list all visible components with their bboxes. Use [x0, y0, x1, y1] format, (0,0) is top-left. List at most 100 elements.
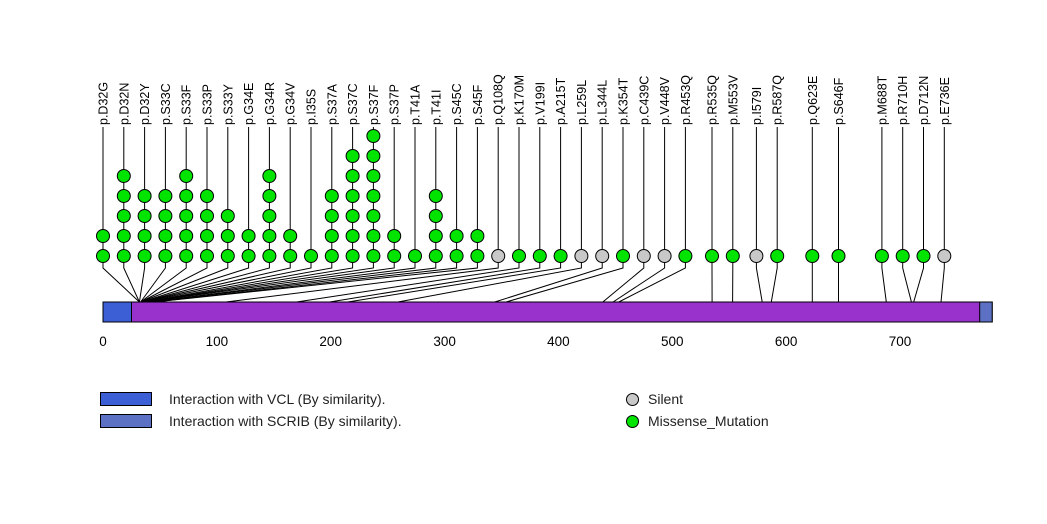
lollipop-stem	[140, 127, 208, 303]
mutation-circle[interactable]	[158, 229, 173, 243]
mutation-circle[interactable]	[366, 189, 381, 203]
mutation-circle[interactable]	[220, 209, 235, 223]
mutation-circle[interactable]	[116, 249, 131, 263]
mutation-circle[interactable]	[345, 209, 360, 223]
mutation-circle[interactable]	[916, 249, 931, 263]
mutation-circle[interactable]	[345, 169, 360, 183]
mutation-circle[interactable]	[179, 169, 194, 183]
mutation-circle[interactable]	[366, 149, 381, 163]
mutation-circle[interactable]	[805, 249, 820, 263]
mutation-circle[interactable]	[179, 189, 194, 203]
mutation-circle[interactable]	[116, 229, 131, 243]
mutation-circle[interactable]	[705, 249, 719, 263]
mutation-circle[interactable]	[137, 209, 152, 223]
mutation-circle[interactable]	[616, 249, 630, 263]
mutation-circle[interactable]	[428, 249, 443, 263]
mutation-circle[interactable]	[262, 169, 277, 183]
mutation-circle[interactable]	[220, 229, 235, 243]
mutation-circle[interactable]	[895, 249, 910, 263]
mutation-circle[interactable]	[345, 189, 360, 203]
axis-tick-label: 400	[547, 334, 570, 349]
mutation-circle[interactable]	[116, 209, 131, 223]
domain-legend: Interaction with VCL (By similarity). In…	[100, 388, 402, 432]
mutation-circle[interactable]	[366, 129, 381, 143]
mutation-circle[interactable]	[749, 249, 764, 263]
mutation-circle[interactable]	[262, 249, 277, 263]
mutation-circle[interactable]	[262, 209, 277, 223]
lollipop-stem	[138, 127, 146, 303]
mutation-circle[interactable]	[512, 249, 526, 263]
mutation-label: p.I35S	[305, 89, 319, 125]
mutation-label: p.C439C	[637, 76, 651, 125]
mutation-circle[interactable]	[470, 229, 485, 243]
mutation-circle[interactable]	[158, 209, 173, 223]
lollipop-stem	[940, 127, 945, 303]
mutation-circle[interactable]	[657, 249, 672, 263]
mutation-circle[interactable]	[200, 189, 214, 203]
mutation-circle[interactable]	[470, 249, 485, 263]
mutation-circle[interactable]	[116, 189, 131, 203]
mutation-circle[interactable]	[408, 249, 422, 263]
mutation-circle[interactable]	[241, 229, 256, 243]
mutation-label: p.T41I	[429, 90, 443, 125]
mutation-circle[interactable]	[532, 249, 547, 263]
mutation-circle[interactable]	[324, 249, 339, 263]
mutation-label: p.K170M	[513, 75, 527, 125]
mutation-circle[interactable]	[770, 249, 785, 263]
mutation-circle[interactable]	[874, 249, 889, 263]
mutation-circle[interactable]	[137, 189, 152, 203]
mutation-circle[interactable]	[179, 249, 194, 263]
mutation-circle[interactable]	[345, 229, 360, 243]
lollipop-stem	[329, 127, 541, 303]
mutation-circle[interactable]	[678, 249, 693, 263]
mutation-circle[interactable]	[553, 249, 568, 263]
mutation-circle[interactable]	[96, 249, 110, 263]
mutation-circle[interactable]	[283, 249, 298, 263]
mutation-circle[interactable]	[137, 249, 152, 263]
mutation-circle[interactable]	[345, 249, 360, 263]
legend-item-missense: Missense_Mutation	[626, 410, 769, 432]
mutation-circle[interactable]	[387, 249, 402, 263]
mutation-circle[interactable]	[345, 149, 360, 163]
mutation-circle[interactable]	[449, 229, 464, 243]
mutation-circle[interactable]	[725, 249, 740, 263]
mutation-circle[interactable]	[324, 189, 339, 203]
mutation-circle[interactable]	[220, 249, 235, 263]
mutation-label: p.G34V	[284, 82, 298, 125]
mutation-circle[interactable]	[158, 189, 173, 203]
mutation-circle[interactable]	[324, 209, 339, 223]
mutation-circle[interactable]	[262, 229, 277, 243]
mutation-circle[interactable]	[283, 229, 298, 243]
mutation-label: p.R453Q	[679, 75, 693, 125]
mutation-circle[interactable]	[366, 209, 381, 223]
mutation-circle[interactable]	[304, 249, 318, 263]
mutation-circle[interactable]	[387, 229, 402, 243]
mutation-circle[interactable]	[831, 249, 846, 263]
mutation-circle[interactable]	[449, 249, 464, 263]
mutation-circle[interactable]	[595, 249, 610, 263]
mutation-circle[interactable]	[179, 209, 194, 223]
mutation-circle[interactable]	[366, 169, 381, 183]
mutation-circle[interactable]	[179, 229, 194, 243]
mutation-circle[interactable]	[491, 249, 506, 263]
mutation-circle[interactable]	[428, 189, 443, 203]
mutation-circle[interactable]	[116, 169, 131, 183]
lollipop-stem	[142, 127, 312, 303]
mutation-circle[interactable]	[366, 249, 381, 263]
mutation-circle[interactable]	[158, 249, 173, 263]
mutation-circle[interactable]	[574, 249, 589, 263]
mutation-circle[interactable]	[200, 209, 214, 223]
mutation-circle[interactable]	[428, 229, 443, 243]
mutation-circle[interactable]	[428, 209, 443, 223]
mutation-circle[interactable]	[96, 229, 110, 243]
mutation-circle[interactable]	[636, 249, 651, 263]
mutation-circle[interactable]	[137, 229, 152, 243]
mutation-circle[interactable]	[262, 189, 277, 203]
mutation-circle[interactable]	[200, 229, 214, 243]
mutation-circle[interactable]	[366, 229, 381, 243]
lollipop-stem	[145, 127, 333, 303]
mutation-circle[interactable]	[937, 249, 952, 263]
mutation-circle[interactable]	[324, 229, 339, 243]
mutation-circle[interactable]	[241, 249, 256, 263]
mutation-circle[interactable]	[200, 249, 214, 263]
